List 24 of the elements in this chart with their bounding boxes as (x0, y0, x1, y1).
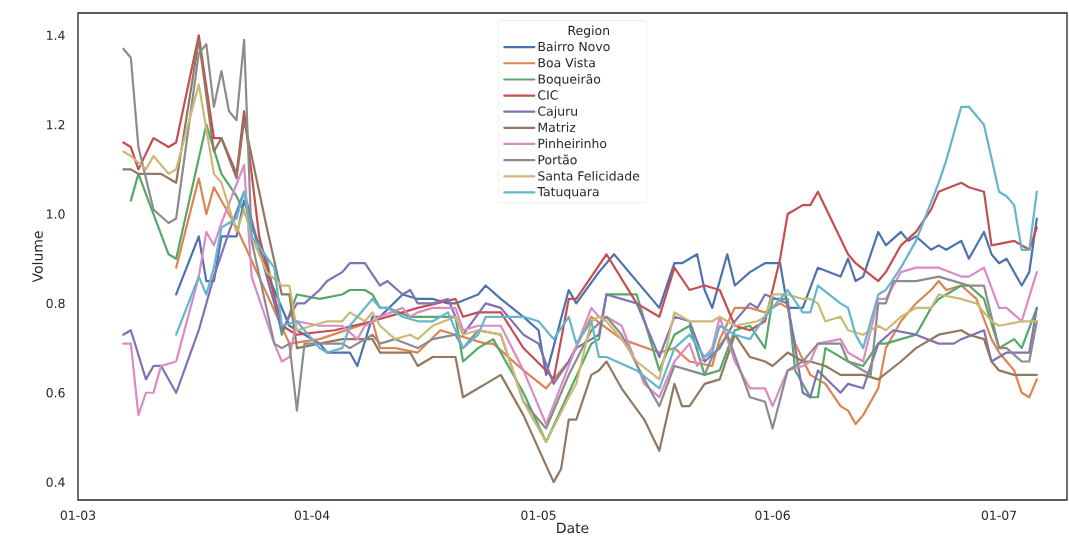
y-tick-label: 0.8 (46, 298, 65, 309)
y-tick-label: 1.2 (47, 120, 65, 130)
legend-label: Boqueirão (538, 73, 601, 87)
legend-label: Bairro Novo (538, 41, 610, 52)
x-tick-label: 01-06 (755, 510, 790, 520)
legend-label: Portão (538, 154, 577, 165)
legend-title: Region (568, 25, 609, 38)
y-tick-label: 1.4 (47, 30, 65, 40)
legend-label: Tatuquara (537, 187, 599, 199)
legend-label: Pinheirinho (538, 138, 607, 149)
x-tick-label: 01-05 (521, 510, 556, 520)
y-axis-title: Volume (32, 231, 43, 283)
legend-label: Santa Felicidade (538, 170, 640, 181)
legend-label: Boa Vista (538, 57, 595, 68)
legend-label: Cajuru (538, 106, 577, 119)
y-tick-label: 0.4 (46, 477, 65, 487)
x-tick-label: 01-07 (981, 510, 1017, 520)
y-tick-label: 0.6 (46, 388, 65, 398)
x-tick-label: 01-04 (294, 510, 330, 520)
x-tick-label: 01-03 (60, 510, 96, 520)
x-axis-title: Date (557, 522, 589, 534)
legend-label: Matriz (538, 122, 576, 132)
legend-label: CIC (538, 90, 558, 100)
y-tick-label: 1.0 (47, 209, 65, 219)
